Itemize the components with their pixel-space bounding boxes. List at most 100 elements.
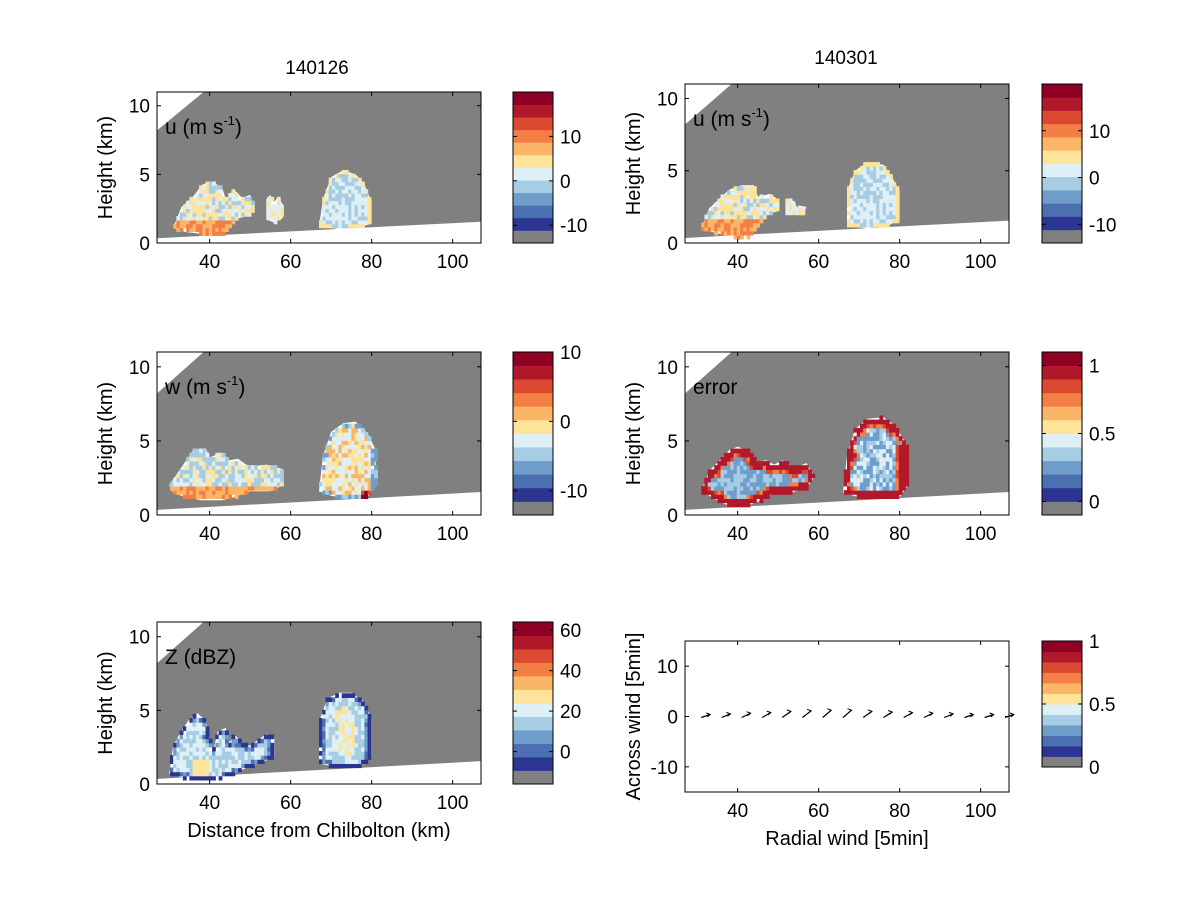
colorbar-swatch [513,433,553,448]
y-axis-label: Height (km) [623,112,645,215]
colorbar-swatch [1042,433,1082,448]
y-tick-label: 5 [139,701,150,722]
colorbar-swatch [513,205,553,219]
colorbar-swatch [1042,352,1082,366]
colorbar-swatch [513,716,553,731]
y-axis-label: Height (km) [95,651,117,754]
wind-vector [842,708,853,718]
colorbar-swatch [1042,110,1082,125]
y-tick-label: 10 [129,628,150,649]
colorbar-frame [512,351,554,516]
colorbar-swatch [513,501,553,516]
Z_140126-frame [156,621,482,785]
colorbar-swatch [513,635,553,650]
Z_140126-panel-label: Z (dBZ) [165,646,236,669]
colorbar-swatch [1042,365,1082,380]
x-axis-label: Radial wind [5min] [765,828,928,850]
colorbar-swatch [1042,693,1082,705]
u_140126-colorbar: 10 0 -10 [512,91,587,244]
colorbar-swatch [513,392,553,407]
Z_140126-bottom-wedge [157,761,481,784]
error_140301-plot-area [685,352,1009,515]
u_140301-frame [684,83,1010,244]
colorbar-swatch [513,129,553,143]
y-tick-label: 10 [129,358,150,379]
colorbar-tick-label: 1 [1089,357,1100,378]
colorbar-swatch [513,379,553,394]
u_140126-frame [156,91,482,244]
colorbar-swatch [1042,137,1082,151]
colorbar-swatch [513,352,553,366]
colorbar-swatch [513,676,553,690]
colorbar-swatch [1042,150,1082,164]
colorbar-swatch [1042,379,1082,394]
x-tick-label: 80 [361,793,382,814]
u_140126-bottom-wedge [157,221,481,243]
colorbar-swatch [513,447,553,462]
w_140126-bottom-wedge [157,492,481,515]
Z_140126-top-wedge [157,622,204,664]
x-tick-label: 40 [727,524,748,545]
colorbar-frame [512,91,554,244]
colorbar-tick-label: 0 [560,172,571,193]
x-tick-label: 60 [280,793,301,814]
y-tick-label: 10 [657,358,678,379]
y-tick-label: 10 [129,97,150,118]
colorbar-swatch [513,217,553,231]
colorbar-swatch [513,770,553,785]
x-tick-label: 100 [437,793,469,814]
panel-Z_140126: Z (dBZ) 40 60 80 100 0 5 10 Height (km) Distance … [95,621,581,842]
x-tick-label: 60 [808,252,829,273]
x-tick-label: 40 [199,793,220,814]
w_140126-colorbar: 10 0 -10 [512,343,587,516]
x-tick-label: 40 [199,252,220,273]
colorbar-swatch [1042,714,1082,726]
x-tick-label: 80 [889,801,910,822]
u_140301-top-wedge [685,84,732,125]
colorbar-tick-label: 10 [560,343,581,364]
y-tick-label: 0 [667,234,678,255]
wind-vector [761,710,772,719]
title-right: 140301 [814,48,877,69]
y-tick-label: 10 [657,89,678,110]
colorbar-swatch [513,104,553,118]
colorbar-swatch [513,419,553,434]
w_140126-frame [156,351,482,516]
colorbar-tick-label: 0 [1089,758,1100,779]
x-tick-label: 60 [280,252,301,273]
error_140301-bottom-wedge [685,492,1009,515]
wind-vector [943,711,955,719]
w_140126-panel-label: w (m s-1) [164,373,245,399]
colorbar-swatch [513,474,553,489]
colorbar-swatch [513,154,553,168]
Z_140126-colorbar: 60 40 20 0 [512,621,581,785]
colorbar-swatch [513,180,553,194]
wind-vector [984,712,995,719]
colorbar-swatch [1042,672,1082,684]
colorbar-tick-label: 0 [1089,169,1100,190]
colorbar-swatch [1042,704,1082,715]
vectors-colorbar: 10.50 [1041,632,1115,779]
colorbar-swatch [513,743,553,758]
error_140301-frame [684,351,1010,516]
x-tick-label: 100 [437,252,469,273]
u_140301-colorbar: 10 0 -10 [1041,83,1116,244]
wind-vector [883,710,894,719]
colorbar-frame [512,621,554,785]
wind-vector [802,708,813,718]
colorbar-frame [1041,83,1083,244]
colorbar-swatch [513,730,553,744]
colorbar-swatch [1042,203,1082,217]
y-axis-label: Height (km) [95,382,117,485]
colorbar-swatch [513,117,553,131]
x-tick-label: 60 [808,524,829,545]
x-tick-label: 60 [280,524,301,545]
colorbar-tick-label: 0 [560,743,571,764]
y-tick-label: 0 [139,775,150,796]
colorbar-swatch [513,230,553,244]
wind-vector [701,712,712,719]
colorbar-swatch [1042,746,1082,757]
